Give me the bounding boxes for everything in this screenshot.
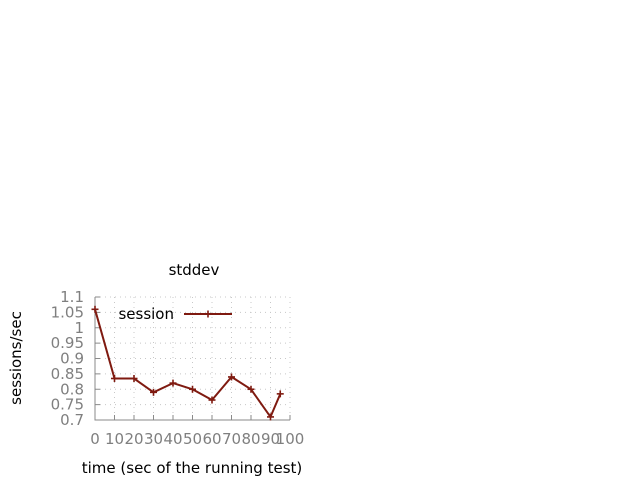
y-tick-label: 1.05 <box>51 303 84 321</box>
data-point <box>150 388 157 396</box>
data-point <box>91 305 99 313</box>
chart-title: stddev <box>169 261 220 279</box>
axis-frame <box>94 297 290 421</box>
data-point <box>276 390 284 398</box>
x-tick-label: 40 <box>163 430 182 448</box>
legend-marker-session <box>204 310 212 318</box>
x-tick-label: 80 <box>241 430 260 448</box>
y-tick-label: 0.9 <box>60 350 84 368</box>
series-layer <box>91 305 284 421</box>
data-point <box>169 379 177 387</box>
x-tick-label: 70 <box>222 430 241 448</box>
data-point <box>228 373 235 381</box>
x-tick-label: 100 <box>276 430 305 448</box>
x-axis-label: time (sec of the running test) <box>82 459 303 477</box>
legend-label-session: session <box>118 305 174 323</box>
series-line-session <box>94 309 282 418</box>
x-tick-label: 10 <box>105 430 124 448</box>
y-axis-label: sessions/sec <box>7 311 25 405</box>
x-tick-label: 50 <box>183 430 202 448</box>
data-point <box>208 396 216 404</box>
data-point <box>189 385 196 393</box>
y-tick-label: 1.1 <box>60 288 84 306</box>
x-tick-label: 0 <box>90 430 100 448</box>
legend: session <box>118 305 232 323</box>
axes <box>94 296 291 421</box>
y-tick-label: 0.95 <box>51 334 84 352</box>
y-tick-label: 0.85 <box>51 365 84 383</box>
data-point <box>130 374 138 382</box>
data-point <box>111 374 118 382</box>
x-tick-label: 30 <box>144 430 163 448</box>
x-tick-label: 20 <box>124 430 143 448</box>
y-tick-label: 0.8 <box>60 380 84 398</box>
y-tick-label: 0.7 <box>60 411 84 429</box>
x-tick-label: 60 <box>202 430 221 448</box>
data-point <box>267 413 274 421</box>
y-tick-label: 1 <box>74 319 84 337</box>
x-tick-label: 90 <box>261 430 280 448</box>
data-point <box>247 385 255 393</box>
y-tick-label: 0.75 <box>51 396 84 414</box>
